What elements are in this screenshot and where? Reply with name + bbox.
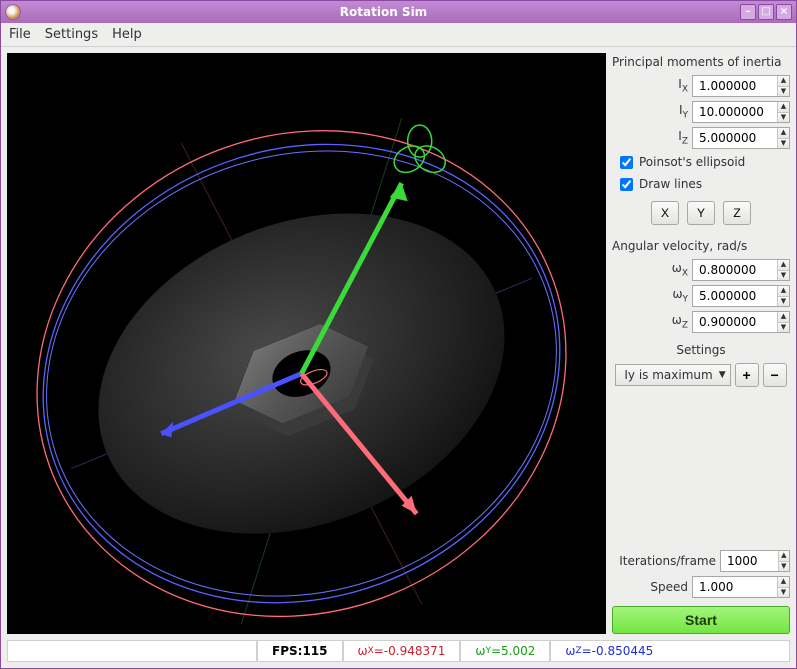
close-button[interactable]: × (776, 4, 792, 20)
iterations-input[interactable] (721, 551, 778, 571)
iz-label: IZ (678, 129, 688, 146)
ix-up[interactable]: ▲ (778, 76, 789, 87)
maximize-button[interactable]: □ (758, 4, 774, 20)
iz-up[interactable]: ▲ (778, 128, 789, 139)
wy-down[interactable]: ▼ (778, 297, 789, 307)
start-button[interactable]: Start (612, 606, 790, 634)
sidebar: Principal moments of inertia IX ▲▼ IY ▲▼… (612, 53, 790, 634)
iy-spinbox[interactable]: ▲▼ (692, 101, 790, 123)
ix-input[interactable] (693, 76, 777, 96)
minimize-button[interactable]: – (740, 4, 756, 20)
axis-y-button[interactable]: Y (687, 201, 715, 225)
settings-add-button[interactable]: + (735, 363, 759, 387)
wz-spinbox[interactable]: ▲▼ (692, 311, 790, 333)
settings-heading: Settings (612, 343, 790, 357)
titlebar: Rotation Sim – □ × (1, 1, 796, 23)
iterations-spinbox[interactable]: ▲▼ (720, 550, 790, 572)
iy-input[interactable] (693, 102, 777, 122)
omega-heading: Angular velocity, rad/s (612, 239, 790, 253)
menu-settings[interactable]: Settings (45, 27, 98, 42)
wz-down[interactable]: ▼ (778, 323, 789, 333)
wy-spinbox[interactable]: ▲▼ (692, 285, 790, 307)
menubar: File Settings Help (1, 23, 796, 47)
statusbar: FPS: 115 ωX = -0.948371 ωY = 5.002 ωZ = … (7, 640, 790, 662)
ix-spinbox[interactable]: ▲▼ (692, 75, 790, 97)
status-wy: ωY = 5.002 (461, 641, 551, 661)
wx-down[interactable]: ▼ (778, 271, 789, 281)
scene-svg (7, 53, 606, 634)
trace-clover (389, 125, 450, 177)
menu-help[interactable]: Help (112, 27, 142, 42)
speed-up[interactable]: ▲ (778, 577, 789, 588)
status-wz: ωZ = -0.850445 (551, 641, 667, 661)
speed-input[interactable] (693, 577, 777, 597)
app-icon (5, 4, 21, 20)
speed-down[interactable]: ▼ (778, 588, 789, 598)
wx-spinbox[interactable]: ▲▼ (692, 259, 790, 281)
wy-label: ωY (672, 287, 688, 304)
iy-up[interactable]: ▲ (778, 102, 789, 113)
wy-up[interactable]: ▲ (778, 286, 789, 297)
3d-viewport[interactable] (7, 53, 606, 634)
iz-spinbox[interactable]: ▲▼ (692, 127, 790, 149)
wx-input[interactable] (693, 260, 777, 280)
menu-file[interactable]: File (9, 27, 31, 42)
iz-input[interactable] (693, 128, 777, 148)
drawlines-checkbox[interactable] (620, 178, 633, 191)
wx-label: ωX (672, 261, 688, 278)
ix-down[interactable]: ▼ (778, 87, 789, 97)
settings-remove-button[interactable]: − (763, 363, 787, 387)
wz-input[interactable] (693, 312, 777, 332)
iy-down[interactable]: ▼ (778, 113, 789, 123)
drawlines-checkbox-row[interactable]: Draw lines (620, 177, 790, 191)
drawlines-label: Draw lines (639, 177, 702, 191)
wx-up[interactable]: ▲ (778, 260, 789, 271)
status-wx: ωX = -0.948371 (344, 641, 462, 661)
settings-select[interactable]: Iy is maximum ▼ (615, 364, 730, 386)
ix-label: IX (678, 77, 688, 94)
chevron-down-icon: ▼ (719, 370, 726, 380)
poinsot-checkbox-row[interactable]: Poinsot's ellipsoid (620, 155, 790, 169)
iterations-up[interactable]: ▲ (779, 551, 789, 562)
axis-z-button[interactable]: Z (723, 201, 751, 225)
inertia-heading: Principal moments of inertia (612, 55, 790, 69)
speed-spinbox[interactable]: ▲▼ (692, 576, 790, 598)
iterations-label: Iterations/frame (619, 554, 716, 568)
wz-label: ωZ (672, 313, 688, 330)
poinsot-label: Poinsot's ellipsoid (639, 155, 745, 169)
speed-label: Speed (650, 580, 688, 594)
poinsot-checkbox[interactable] (620, 156, 633, 169)
fps-readout: FPS: 115 (258, 641, 344, 661)
iterations-down[interactable]: ▼ (779, 562, 789, 572)
window-title: Rotation Sim (27, 5, 740, 19)
iy-label: IY (679, 103, 688, 120)
wy-input[interactable] (693, 286, 777, 306)
wz-up[interactable]: ▲ (778, 312, 789, 323)
axis-x-button[interactable]: X (651, 201, 679, 225)
iz-down[interactable]: ▼ (778, 139, 789, 149)
settings-select-value: Iy is maximum (624, 368, 712, 382)
